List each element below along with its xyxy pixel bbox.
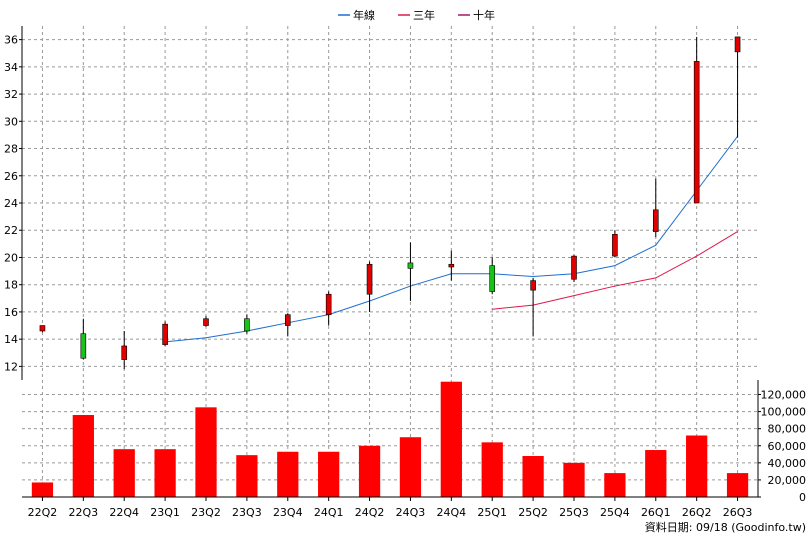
candle-body (693, 61, 700, 204)
volume-tick-label: 0 (799, 491, 806, 504)
candle-body (203, 318, 209, 326)
ma-line (165, 135, 738, 343)
x-tick-label: 24Q4 (437, 506, 467, 519)
volume-tick-label: 40,000 (768, 457, 807, 470)
x-tick-label: 23Q4 (273, 506, 303, 519)
volume-bar (31, 482, 54, 497)
volume-bar (318, 451, 340, 497)
volume-bar (195, 407, 217, 497)
x-tick-label: 23Q1 (150, 506, 180, 519)
volume-bar (72, 415, 94, 497)
volume-bar (440, 381, 462, 497)
candle-body (325, 293, 332, 315)
x-tick-label: 23Q3 (232, 506, 262, 519)
volume-bar (522, 456, 544, 497)
x-tick-label: 22Q4 (109, 506, 139, 519)
x-tick-label: 25Q1 (477, 506, 507, 519)
y-tick-label: 20 (4, 251, 18, 264)
x-tick-label: 25Q4 (600, 506, 630, 519)
x-tick-label: 26Q3 (723, 506, 753, 519)
x-tick-label: 22Q2 (28, 506, 58, 519)
volume-tick-label: 120,000 (761, 389, 807, 402)
legend: 年線 三年 十年 (338, 8, 495, 22)
x-axis: 22Q2 22Q3 22Q4 23Q1 23Q2 23Q3 23Q4 24Q1 24Q2 24Q3… (22, 496, 758, 519)
volume-bar (113, 449, 135, 497)
volume-bar (686, 435, 708, 497)
y-tick-label: 32 (4, 88, 18, 101)
candle-body (244, 318, 250, 332)
candle-body (489, 265, 496, 292)
candle-body (571, 255, 577, 280)
y-tick-label: 14 (4, 333, 18, 346)
candle-body (407, 262, 414, 269)
volume-bar (481, 442, 503, 497)
candle-body (39, 325, 46, 332)
volume-bar (358, 445, 381, 497)
volume-bar (399, 437, 422, 497)
y-tick-label: 24 (4, 197, 18, 210)
volume-bar (726, 473, 749, 497)
x-tick-label: 24Q2 (355, 506, 385, 519)
y-tick-label: 30 (4, 115, 18, 128)
y-tick-label: 26 (4, 170, 18, 183)
candle-body (121, 345, 128, 360)
volume-tick-label: 20,000 (768, 474, 807, 487)
volume-tick-label: 100,000 (761, 406, 807, 419)
candle-body (652, 209, 659, 232)
candle-body (162, 323, 168, 345)
legend-label: 年線 (353, 8, 375, 22)
x-tick-label: 26Q1 (641, 506, 671, 519)
y-tick-label: 28 (4, 143, 18, 156)
x-tick-label: 24Q3 (396, 506, 426, 519)
volume-tick-label: 80,000 (768, 423, 807, 436)
candle-body (530, 280, 536, 291)
candle-body (734, 36, 741, 53)
candle-body (284, 314, 291, 326)
volume-tick-label: 60,000 (768, 440, 807, 453)
y-tick-label: 18 (4, 279, 18, 292)
candle-body (80, 333, 87, 359)
candle-body (612, 234, 618, 257)
candle-body (366, 263, 373, 295)
volume-bar (604, 473, 626, 497)
x-tick-label: 23Q2 (191, 506, 221, 519)
volume-bar (236, 455, 258, 497)
y-tick-label: 36 (4, 34, 18, 47)
price-panel: 12 14 16 18 20 22 24 26 28 30 32 34 36 (4, 26, 758, 380)
volume-bar (645, 450, 667, 497)
x-tick-label: 26Q2 (682, 506, 712, 519)
volume-panel: 0 20,000 40,000 60,000 80,000 100,000 120,000 (22, 380, 806, 504)
y-tick-label: 12 (4, 360, 18, 373)
x-tick-label: 24Q1 (314, 506, 344, 519)
y-tick-label: 22 (4, 224, 18, 237)
x-tick-label: 25Q3 (559, 506, 589, 519)
y-tick-label: 16 (4, 306, 18, 319)
x-tick-label: 25Q2 (518, 506, 548, 519)
legend-label: 十年 (473, 8, 495, 22)
candle-body (448, 263, 455, 268)
legend-label: 三年 (413, 8, 435, 22)
y-tick-label: 34 (4, 61, 18, 74)
source-note: 資料日期: 09/18 (Goodinfo.tw) (645, 520, 806, 534)
volume-bar (563, 462, 585, 497)
x-tick-label: 22Q3 (69, 506, 99, 519)
volume-bar (154, 449, 176, 497)
volume-bar (277, 451, 299, 497)
